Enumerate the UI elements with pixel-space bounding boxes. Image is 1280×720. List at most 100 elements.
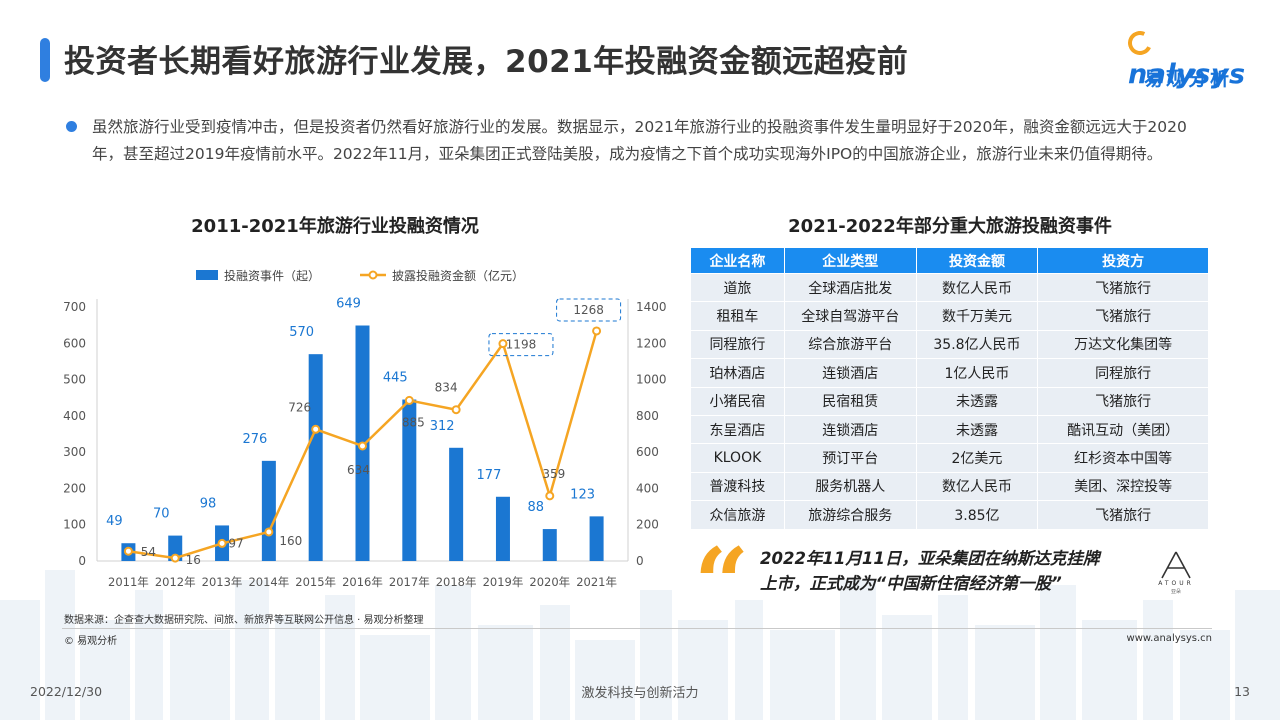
left-axis-tick-label: 700 — [63, 300, 86, 314]
bar — [449, 447, 464, 561]
bar-value-label: 49 — [106, 514, 123, 529]
highlight-box — [556, 298, 622, 322]
table-cell: 小猪民宿 — [690, 386, 785, 416]
right-axis-tick-label: 600 — [636, 445, 659, 459]
logo-ring-icon — [1124, 27, 1156, 59]
bar-value-label: 445 — [383, 371, 408, 386]
table-cell: 全球酒店批发 — [783, 272, 917, 303]
website-link[interactable]: www.analysys.cn — [1126, 633, 1212, 644]
line-point — [358, 441, 367, 451]
table-cell: 众信旅游 — [690, 500, 785, 530]
line-value-label: 160 — [279, 534, 302, 548]
table-row: 小猪民宿 民宿租赁 未透露 飞猪旅行 — [690, 386, 1209, 416]
bar-value-label: 98 — [200, 496, 217, 511]
line-point — [545, 491, 555, 501]
table-cell: 珀林酒店 — [690, 358, 785, 388]
logo-cn: 易观分析 — [1144, 68, 1233, 90]
table-cell: 综合旅游平台 — [783, 329, 917, 360]
table-header-cell: 企业名称 — [690, 247, 785, 274]
line-point — [217, 538, 227, 548]
legend-line-label: 披露投融资金额（亿元） — [392, 268, 524, 283]
table-cell: 美团、深控投等 — [1037, 471, 1209, 502]
logo-text: nalysys — [1128, 59, 1246, 90]
x-axis-tick-label: 2018年 — [436, 575, 477, 589]
x-axis-tick-label: 2017年 — [389, 575, 430, 589]
table-title: 2021-2022年部分重大旅游投融资事件 — [788, 216, 1112, 237]
legend-bar-label: 投融资事件（起） — [224, 268, 320, 283]
bar-value-label: 123 — [570, 487, 595, 502]
table-row: 同程旅行 综合旅游平台 35.8亿人民币 万达文化集团等 — [690, 329, 1209, 360]
table-cell: 红杉资本中国等 — [1037, 443, 1209, 473]
table-cell: 酷讯互动（美团） — [1037, 414, 1209, 445]
left-axis-tick-label: 0 — [78, 554, 86, 568]
table-cell: 1亿人民币 — [915, 358, 1039, 388]
highlight-box — [488, 333, 554, 357]
table-row: 众信旅游 旅游综合服务 3.85亿 飞猪旅行 — [690, 500, 1209, 530]
left-axis-tick-label: 200 — [63, 481, 86, 495]
x-axis-tick-label: 2019年 — [483, 575, 524, 589]
summary-text: 虽然旅游行业受到疫情冲击，但是投资者仍然看好旅游行业的发展。数据显示，2021年… — [92, 118, 1187, 163]
line-value-label: 726 — [288, 400, 311, 414]
table-cell: 飞猪旅行 — [1037, 386, 1209, 416]
line-point — [498, 339, 508, 349]
bar — [261, 460, 276, 561]
left-axis-tick-label: 400 — [63, 409, 86, 423]
page-number: 13 — [1234, 684, 1250, 699]
table-header-cell: 投资金额 — [915, 247, 1039, 274]
table-cell: 数亿人民币 — [915, 471, 1039, 502]
left-axis-tick-label: 300 — [63, 445, 86, 459]
x-axis-tick-label: 2016年 — [342, 575, 383, 589]
quote-text: 2022年11月11日，亚朵集团在纳斯达克挂牌 上市，正式成为“中国新住宿经济第… — [760, 546, 1140, 596]
line-value-label: 885 — [402, 415, 425, 429]
x-axis-tick-label: 2011年 — [108, 575, 149, 589]
atour-brand-name: ATOUR — [1158, 580, 1194, 587]
line-point — [170, 553, 180, 563]
table-cell: 3.85亿 — [915, 500, 1039, 530]
table-cell: 全球自驾游平台 — [783, 301, 917, 331]
line-value-label: 16 — [186, 553, 201, 567]
atour-logo: ATOUR 亚朵 — [1146, 548, 1206, 598]
line-point — [404, 395, 414, 405]
legend-line-point — [368, 270, 378, 280]
line-point — [311, 424, 321, 434]
table-cell: 飞猪旅行 — [1037, 272, 1209, 303]
table-cell: 东呈酒店 — [690, 414, 785, 445]
right-axis-tick-label: 1400 — [636, 300, 667, 314]
bar-value-label: 649 — [336, 297, 361, 312]
table-cell: 连锁酒店 — [783, 414, 917, 445]
investment-combo-chart: 0 100 200 300 400 500 600 700 0 200 400 600 800 1000 1… — [63, 268, 667, 589]
table-cell: 万达文化集团等 — [1037, 329, 1209, 360]
x-axis-tick-label: 2014年 — [248, 575, 289, 589]
right-axis-tick-label: 0 — [636, 554, 644, 568]
table-row: 东呈酒店 连锁酒店 未透露 酷讯互动（美团） — [690, 414, 1209, 445]
table-cell: 飞猪旅行 — [1037, 500, 1209, 530]
investment-events-table: 企业名称 企业类型 投资金额 投资方 道旅 全球酒店批发 数亿人民币 飞猪旅行 租租车 全球自驾… — [690, 247, 1209, 530]
table-row: 道旅 全球酒店批发 数亿人民币 飞猪旅行 — [690, 272, 1209, 303]
line-point — [451, 405, 461, 415]
table-cell: 同程旅行 — [1037, 358, 1209, 388]
footer-divider — [62, 628, 1212, 629]
x-axis-tick-label: 2015年 — [295, 575, 336, 589]
table-body: 道旅 全球酒店批发 数亿人民币 飞猪旅行 租租车 全球自驾游平台 数千万美元 飞猪旅行 同程旅行… — [690, 272, 1209, 530]
legend-bar-swatch — [196, 270, 218, 280]
left-axis-tick-label: 600 — [63, 336, 86, 350]
table-cell: 服务机器人 — [783, 471, 917, 502]
line-point — [592, 326, 602, 336]
table-cell: 民宿租赁 — [783, 386, 917, 416]
line-point — [123, 546, 133, 556]
table-cell: 普渡科技 — [690, 471, 785, 502]
quote-line-1: 2022年11月11日，亚朵集团在纳斯达克挂牌 — [760, 549, 1100, 568]
table-cell: 连锁酒店 — [783, 358, 917, 388]
table-cell: 同程旅行 — [690, 329, 785, 360]
table-header-cell: 企业类型 — [783, 247, 917, 274]
title-accent-bar — [40, 38, 50, 82]
table-cell: 飞猪旅行 — [1037, 301, 1209, 331]
data-source: 数据来源：企查查大数据研究院、间旅、新旅界等互联网公开信息 · 易观分析整理 — [64, 615, 424, 626]
bar — [168, 535, 183, 561]
bar-value-label: 312 — [430, 419, 455, 434]
right-axis-tick-label: 1000 — [636, 373, 667, 387]
line-value-label: 97 — [228, 536, 243, 550]
table-cell: 2亿美元 — [915, 443, 1039, 473]
table-cell: 预订平台 — [783, 443, 917, 473]
table-cell: 道旅 — [690, 272, 785, 303]
